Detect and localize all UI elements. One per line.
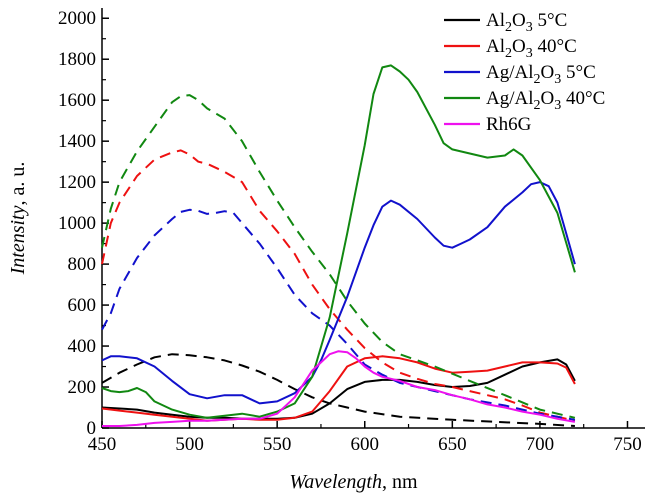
x-tick-label: 600 bbox=[350, 434, 379, 455]
legend-label: Al2O3 5°C bbox=[486, 10, 567, 35]
x-tick-label: 650 bbox=[438, 434, 467, 455]
y-tick-label: 600 bbox=[68, 295, 97, 316]
series-2-solid-line bbox=[101, 181, 576, 405]
y-tick-label: 800 bbox=[68, 254, 97, 275]
y-tick-label: 200 bbox=[68, 377, 97, 398]
series-1-solid-line bbox=[101, 355, 576, 422]
series-3-dashed-line bbox=[101, 94, 576, 419]
y-tick-label: 1400 bbox=[58, 131, 96, 152]
x-ticks: 450 500 550 600 650 700 750 bbox=[88, 421, 642, 455]
series-4-solid-line bbox=[102, 350, 576, 427]
y-tick-label: 1600 bbox=[58, 90, 96, 111]
legend-label: Ag/Al2O3 40°C bbox=[486, 88, 605, 113]
y-tick-label: 1200 bbox=[58, 172, 96, 193]
x-axis-title: Wavelength, nm bbox=[289, 471, 418, 493]
y-ticks: 0 200 400 600 800 1000 1200 1400 1600 1800 2000 bbox=[58, 8, 109, 439]
series-lines bbox=[101, 64, 576, 427]
x-tick-label: 450 bbox=[88, 434, 117, 455]
y-tick-label: 1800 bbox=[58, 49, 96, 70]
axes bbox=[101, 8, 645, 429]
series-2-dashed-line bbox=[101, 208, 576, 421]
legend-label: Al2O3 40°C bbox=[486, 36, 577, 61]
x-tick-label: 700 bbox=[526, 434, 555, 455]
series-3-solid-line bbox=[101, 64, 576, 419]
legend-label: Ag/Al2O3 5°C bbox=[486, 62, 596, 87]
y-tick-label: 400 bbox=[68, 336, 97, 357]
x-tick-label: 750 bbox=[613, 434, 642, 455]
x-tick-label: 500 bbox=[175, 434, 204, 455]
y-tick-label: 1000 bbox=[58, 213, 96, 234]
legend-label: Rh6G bbox=[486, 114, 532, 135]
series-0-dashed-line bbox=[101, 353, 575, 427]
x-tick-label: 550 bbox=[263, 434, 292, 455]
series-1-dashed-line bbox=[101, 149, 576, 422]
y-tick-label: 0 bbox=[87, 418, 97, 439]
y-tick-label: 2000 bbox=[58, 8, 96, 29]
series-0-solid-line bbox=[101, 358, 576, 420]
y-axis-title: Intensity, a. u. bbox=[7, 162, 29, 276]
